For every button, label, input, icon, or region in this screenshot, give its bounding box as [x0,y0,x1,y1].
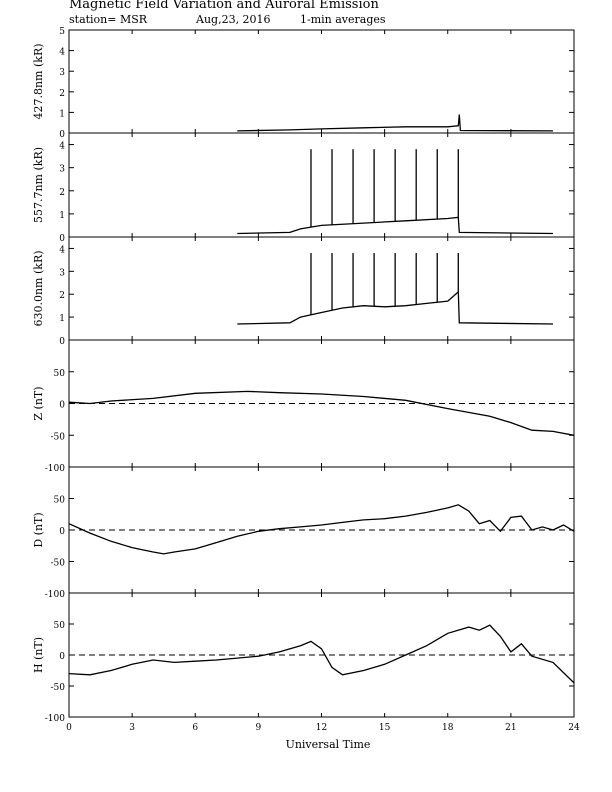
y-axis-label: 427.8nm (kR) [32,43,45,119]
averaging-label: 1-min averages [300,13,386,26]
y-tick-label: 4 [59,48,65,58]
y-tick-label: 1 [59,314,65,324]
y-tick-label: 2 [59,89,65,99]
y-tick-label: 4 [59,142,65,152]
y-axis-label: 630.0nm (kR) [32,250,45,326]
y-tick-label: 1 [59,109,65,119]
y-tick-label: 3 [59,68,65,78]
y-tick-label: 50 [54,621,66,631]
data-line [237,114,554,132]
x-tick-label: 24 [568,723,580,733]
date-label: Aug,23, 2016 [196,13,271,26]
panel-frame [68,236,575,341]
x-tick-label: 18 [442,723,454,733]
data-line [68,504,575,555]
x-tick-label: 6 [192,723,198,733]
panel-frame [68,132,575,238]
data-line [68,624,575,684]
panel-3: -100 -50 0 50 Z (nT) [32,339,575,474]
y-axis-label: Z (nT) [32,386,45,420]
x-tick-label: 0 [66,723,72,733]
y-tick-label: 0 [59,401,65,411]
y-tick-label: 5 [59,27,65,37]
y-tick-label: -50 [51,683,66,693]
y-tick-label: 2 [59,291,65,301]
data-line [237,216,554,235]
y-tick-label: 0 [59,234,65,244]
y-tick-label: 4 [59,245,65,255]
station-label: station= MSR [69,13,148,26]
y-tick-label: 0 [59,337,65,347]
panel-1: 0 1 2 3 4 557.7nm (kR) [32,132,575,244]
x-tick-label: 12 [316,723,327,733]
x-tick-label: 15 [379,723,391,733]
y-tick-label: 50 [54,369,66,379]
y-tick-label: -100 [45,590,65,600]
y-tick-label: 0 [59,527,65,537]
chart-title: Magnetic Field Variation and Auroral Emi… [69,0,379,12]
x-tick-label: 3 [129,723,135,733]
panel-0: 0 1 2 3 4 5 427.8nm (kR) [32,27,575,140]
panel-2: 0 1 2 3 4 630.0nm (kR) [32,236,575,347]
y-axis-label: 557.7nm (kR) [32,147,45,223]
y-tick-label: 2 [59,188,65,198]
y-tick-label: 3 [59,165,65,175]
x-tick-label: 21 [505,723,516,733]
data-line [68,390,575,436]
panel-4: -100 -50 0 50 D (nT) [32,466,575,600]
x-tick-label: 9 [256,723,262,733]
y-tick-label: -100 [45,464,65,474]
y-tick-label: 50 [54,496,66,506]
y-axis-label: D (nT) [32,512,45,547]
y-axis-label: H (nT) [32,637,45,673]
panel-5: -100 -50 0 50 H (nT) 0 3 6 9 12 15 18 21 24 [32,592,580,733]
y-tick-label: 1 [59,211,65,221]
y-tick-label: -50 [51,432,66,442]
y-tick-label: 0 [59,652,65,662]
panel-frame [68,29,575,134]
y-tick-label: 0 [59,130,65,140]
x-axis-label: Universal Time [286,738,371,751]
y-tick-label: -50 [51,559,66,569]
y-tick-label: -100 [45,714,65,724]
y-tick-label: 3 [59,268,65,278]
